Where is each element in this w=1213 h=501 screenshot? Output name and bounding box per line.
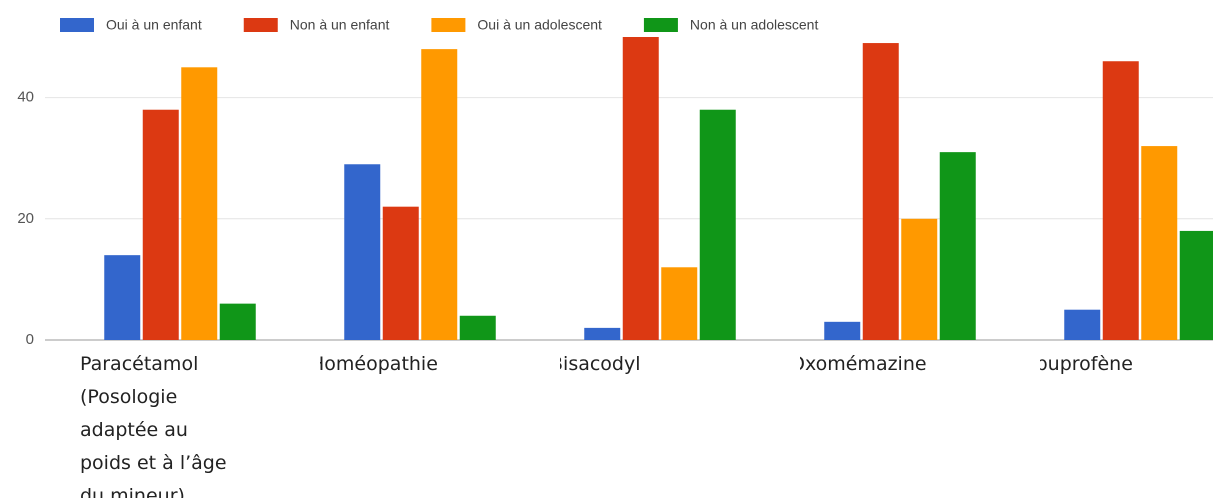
bar (1141, 146, 1178, 340)
x-tick-label-box: Oxomémazine (800, 353, 927, 375)
x-tick-label-box: Paracétamol (Posologie adaptée au poids … (80, 353, 227, 498)
bar (699, 109, 736, 340)
legend-swatch (431, 18, 466, 32)
bar (344, 164, 381, 340)
bar (459, 315, 496, 340)
x-tick-label: Ibuprofène (1040, 353, 1133, 375)
bar (1102, 61, 1139, 341)
bar (1064, 309, 1101, 340)
legend-item: Non à un enfant (243, 17, 390, 33)
bar (901, 218, 938, 340)
bar (421, 49, 458, 341)
x-tick-label-box: Ibuprofène (1040, 353, 1133, 375)
x-tick-label: Bisacodyl (560, 353, 641, 375)
bar (584, 327, 621, 340)
bar (142, 109, 179, 340)
x-tick-label: Homéopathie (320, 353, 438, 375)
bar (622, 37, 659, 340)
x-tick-label-box: Bisacodyl (560, 353, 641, 375)
bar (382, 206, 419, 340)
y-tick-label: 40 (17, 89, 34, 106)
bar (1179, 230, 1213, 340)
x-tick-label-box: Homéopathie (320, 353, 438, 375)
bar (219, 303, 256, 340)
legend-item: Oui à un adolescent (431, 17, 602, 33)
bar (824, 321, 861, 340)
x-tick-label: Oxomémazine (800, 353, 927, 375)
x-tick-label: Paracétamol (Posologie adaptée au poids … (80, 353, 227, 498)
legend-swatch (60, 18, 94, 32)
y-tick-label: 0 (26, 331, 34, 348)
bar (862, 43, 899, 341)
legend-label: Oui à un adolescent (477, 17, 602, 33)
bar (181, 67, 218, 341)
legend-label: Oui à un enfant (106, 17, 202, 33)
legend-label: Non à un enfant (290, 17, 390, 33)
bar (661, 267, 698, 340)
legend-label: Non à un adolescent (690, 17, 819, 33)
bar (939, 152, 976, 340)
legend-swatch (643, 18, 678, 32)
legend-item: Non à un adolescent (643, 17, 819, 33)
legend-item: Oui à un enfant (60, 17, 202, 33)
legend-swatch (243, 18, 278, 32)
bar (104, 255, 141, 340)
y-tick-label: 20 (17, 210, 34, 227)
